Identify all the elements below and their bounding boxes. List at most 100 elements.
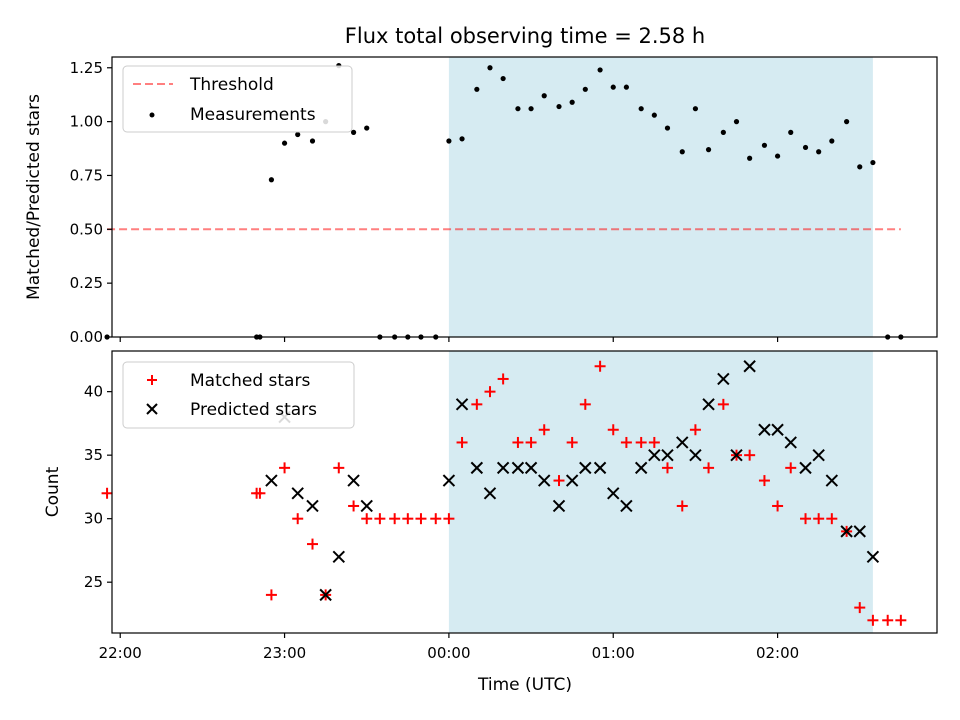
matched-star-point <box>402 513 414 525</box>
measurement-point <box>802 144 809 151</box>
predicted-star-point <box>607 487 620 500</box>
matched-star-point <box>661 462 673 474</box>
predicted-star-point <box>743 360 756 373</box>
top-y-axis-label: Matched/Predicted stars <box>24 94 44 300</box>
predicted-star-point <box>717 372 730 386</box>
predicted-star-point <box>866 550 880 563</box>
predicted-star-point <box>634 461 648 475</box>
measurement-point <box>788 129 794 135</box>
predicted-star-point <box>579 461 592 475</box>
matched-star-point <box>279 462 291 474</box>
bottom-y-axis-label: Count <box>43 466 63 517</box>
predicted-star-point <box>306 499 319 513</box>
predicted-star-point <box>442 474 456 487</box>
bottom-axes-frame <box>111 350 938 634</box>
top-y-tick-label: 0.75 <box>70 166 103 184</box>
matched-star-point <box>703 462 715 474</box>
legend-predicted-swatch <box>146 403 158 415</box>
measurement-point <box>487 65 493 71</box>
matched-star-point <box>785 462 797 474</box>
predicted-star-point <box>524 461 538 475</box>
matched-star-point <box>497 373 509 385</box>
measurement-point <box>364 125 370 131</box>
measurement-point <box>761 142 768 148</box>
matched-star-point <box>594 360 606 372</box>
top-y-tick-label: 0.00 <box>70 328 103 346</box>
matched-star-point <box>772 500 784 512</box>
matched-star-point <box>758 475 770 487</box>
measurement-point <box>857 164 863 170</box>
legend-threshold-label: Threshold <box>189 75 274 95</box>
matched-star-point <box>101 487 113 499</box>
matched-star-point <box>676 500 688 512</box>
predicted-star-point <box>676 436 689 449</box>
top-y-tick-label: 1.25 <box>70 59 103 77</box>
bottom-legend: Matched stars Predicted stars <box>122 361 355 429</box>
bottom-legend-box <box>122 361 355 429</box>
matched-star-point <box>306 538 318 550</box>
matched-star-point <box>471 398 483 410</box>
matched-star-point <box>484 386 496 398</box>
measurement-point <box>446 138 452 144</box>
matched-star-point <box>456 436 468 448</box>
measurement-point <box>350 129 357 135</box>
matched-star-point <box>867 614 879 626</box>
matched-star-point <box>620 436 632 448</box>
predicted-star-point <box>799 461 812 475</box>
measurement-point <box>528 106 534 112</box>
top-x-ticks <box>119 337 779 342</box>
matched-star-point <box>566 436 578 448</box>
top-shaded-span <box>448 57 873 337</box>
bottom-y-tick-label: 30 <box>84 510 103 528</box>
matched-star-point <box>430 513 442 525</box>
matched-star-point <box>882 614 894 626</box>
legend-predicted-label: Predicted stars <box>190 400 317 420</box>
x-tick-label: 22:00 <box>99 644 142 662</box>
matched-star-point <box>854 602 866 614</box>
matched-star-point <box>648 436 660 448</box>
predicted-star-point <box>648 448 661 462</box>
top-y-ticks: 0.00 0.25 0.50 0.75 1.00 1.25 <box>70 59 112 346</box>
predicted-star-point <box>291 487 304 500</box>
predicted-star-point <box>771 423 784 436</box>
top-legend: Threshold Measurements <box>122 65 353 133</box>
predicted-star-point <box>347 474 360 487</box>
matched-star-point <box>607 424 619 436</box>
matched-star-point <box>744 449 756 461</box>
matched-star-point <box>512 436 524 448</box>
measurement-point <box>747 155 753 161</box>
measurement-point <box>309 138 316 144</box>
measurement-point <box>597 67 603 73</box>
predicted-star-point <box>593 461 607 475</box>
measurement-point <box>870 159 876 166</box>
predicted-star-point <box>689 448 702 462</box>
legend-matched-label: Matched stars <box>190 371 310 391</box>
matched-star-point <box>292 513 304 525</box>
x-tick-label: 23:00 <box>263 644 306 662</box>
top-y-tick-label: 0.50 <box>70 220 103 238</box>
top-axes-frame <box>111 56 938 338</box>
measurement-point <box>733 119 740 125</box>
measurement-point <box>651 112 657 118</box>
matched-star-point <box>254 487 266 499</box>
measurement-point <box>459 136 465 142</box>
bottom-y-tick-label: 35 <box>84 446 103 464</box>
matched-star-point <box>553 475 565 487</box>
measurement-point <box>829 138 835 144</box>
predicted-star-point <box>812 448 825 462</box>
matched-star-point <box>389 513 401 525</box>
bottom-y-ticks: 25 30 35 40 <box>84 383 112 591</box>
measurement-point <box>556 103 562 110</box>
measurement-point <box>500 75 506 82</box>
legend-matched-swatch <box>147 375 157 385</box>
predicted-star-point <box>332 550 345 563</box>
top-chart-title: Flux total observing time = 2.58 h <box>345 24 705 48</box>
matched-star-point <box>538 424 550 436</box>
measurement-point <box>541 93 547 99</box>
predicted-star-point <box>758 423 771 436</box>
measurement-point <box>844 119 850 125</box>
predicted-star-point <box>825 474 839 487</box>
matched-star-point <box>348 500 360 512</box>
predicted-star-point <box>784 436 797 449</box>
predicted-star-point <box>455 398 469 411</box>
